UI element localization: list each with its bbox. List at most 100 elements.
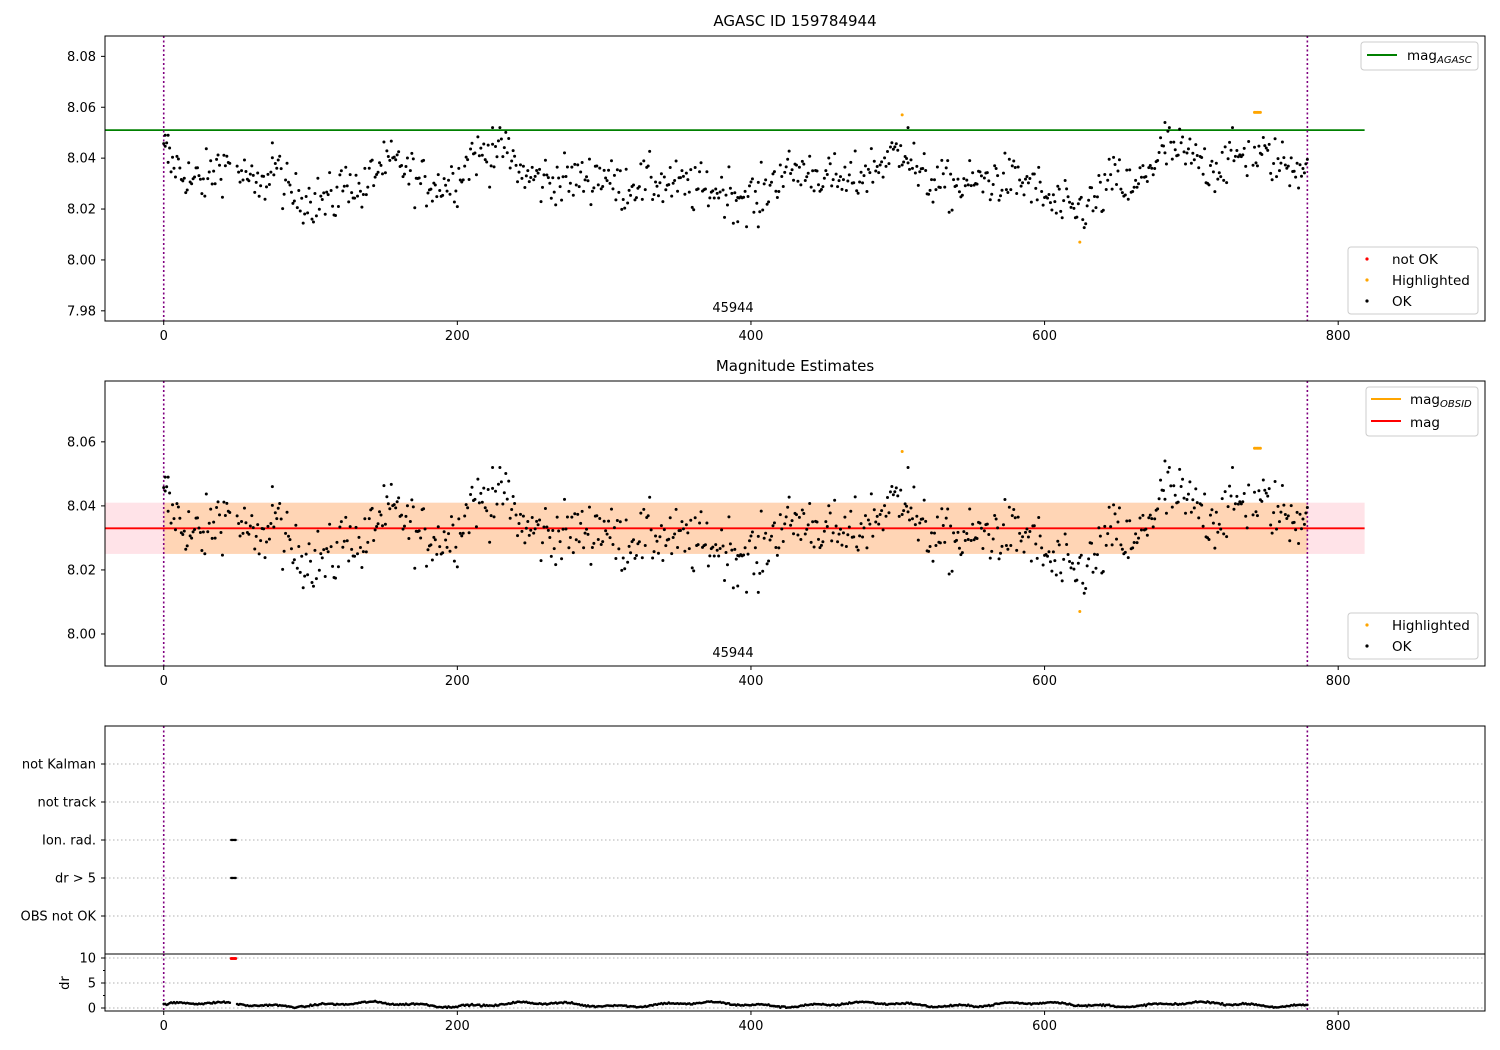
data-point (1164, 511, 1168, 515)
data-point (259, 184, 263, 188)
data-point (582, 546, 586, 550)
data-point (1112, 155, 1116, 159)
data-point (586, 532, 590, 536)
data-point (1170, 505, 1174, 509)
data-point (511, 494, 515, 498)
legend-label-mag-agasc: magAGASC (1407, 48, 1472, 66)
data-point (981, 546, 985, 550)
data-point (248, 524, 252, 528)
data-point (311, 584, 315, 588)
data-point (574, 183, 578, 187)
data-point (317, 568, 321, 572)
data-point (1148, 513, 1152, 517)
data-point (664, 188, 668, 192)
data-point (325, 190, 329, 194)
data-point (313, 548, 317, 552)
data-point (1028, 176, 1032, 180)
data-point (1263, 488, 1267, 492)
legend-label-mag-obsid: magOBSID (1410, 392, 1472, 410)
data-point (745, 225, 749, 229)
data-point (521, 514, 525, 518)
data-point (871, 180, 875, 184)
data-point (924, 519, 928, 523)
data-point (767, 559, 771, 563)
data-point (303, 574, 307, 578)
data-point (546, 176, 550, 180)
data-point (518, 512, 522, 516)
data-point (1119, 543, 1123, 547)
data-point (1097, 526, 1101, 530)
y-tick-label: 10 (79, 952, 96, 967)
data-point (774, 546, 778, 550)
data-point (821, 185, 825, 189)
data-point (1137, 536, 1141, 540)
data-point (921, 167, 925, 171)
data-point (761, 208, 765, 212)
data-point (1172, 484, 1176, 488)
data-point (840, 187, 844, 191)
data-point (1220, 497, 1224, 501)
data-point (772, 170, 776, 174)
data-point (1299, 174, 1303, 178)
data-point (966, 538, 970, 542)
data-point (950, 569, 954, 573)
data-point (469, 147, 473, 151)
data-point (1148, 164, 1152, 167)
data-point (353, 196, 357, 200)
data-point (1304, 162, 1308, 166)
data-point (1048, 201, 1052, 205)
data-point (658, 535, 662, 539)
data-point (714, 543, 718, 547)
data-point (1261, 478, 1265, 482)
data-point (178, 516, 182, 520)
data-point (1062, 557, 1066, 561)
data-point (1072, 567, 1076, 571)
data-point (1013, 166, 1017, 170)
x-tick-label: 600 (1032, 1019, 1057, 1034)
x-tick-label: 600 (1032, 329, 1057, 344)
data-point (1138, 516, 1142, 520)
data-point (674, 507, 678, 511)
data-point (464, 503, 468, 507)
data-point (743, 546, 747, 550)
data-point (448, 549, 452, 553)
data-point (235, 514, 239, 518)
data-point (1269, 523, 1273, 527)
data-point (168, 146, 172, 150)
data-point (596, 538, 600, 542)
data-point (778, 163, 782, 167)
data-point (395, 500, 399, 504)
data-point (571, 193, 575, 197)
data-point (1226, 505, 1230, 509)
data-point (1072, 206, 1076, 210)
y-tick-label: 8.00 (67, 253, 96, 268)
data-point (438, 188, 442, 192)
data-point (869, 492, 873, 496)
data-point (1135, 541, 1139, 545)
data-point (1239, 502, 1243, 506)
data-point (605, 179, 609, 183)
data-point (1109, 173, 1113, 177)
data-point (1277, 520, 1281, 524)
data-point (1035, 556, 1039, 560)
data-point (750, 530, 754, 534)
data-point (1090, 186, 1094, 190)
data-point (954, 184, 958, 188)
data-point (222, 153, 226, 157)
data-point (536, 523, 540, 527)
data-point (513, 501, 517, 505)
data-point (727, 165, 731, 169)
data-point (1245, 174, 1249, 178)
data-point (698, 170, 702, 174)
data-point (1003, 151, 1007, 155)
data-point (1125, 519, 1129, 523)
data-point (491, 486, 495, 490)
data-point (201, 530, 205, 534)
flag-point (234, 876, 237, 880)
data-point (759, 509, 763, 513)
data-point (279, 167, 283, 171)
y-tick-label: 0 (88, 1002, 96, 1017)
data-point (931, 200, 935, 204)
data-point (567, 189, 571, 193)
data-point (808, 502, 812, 506)
